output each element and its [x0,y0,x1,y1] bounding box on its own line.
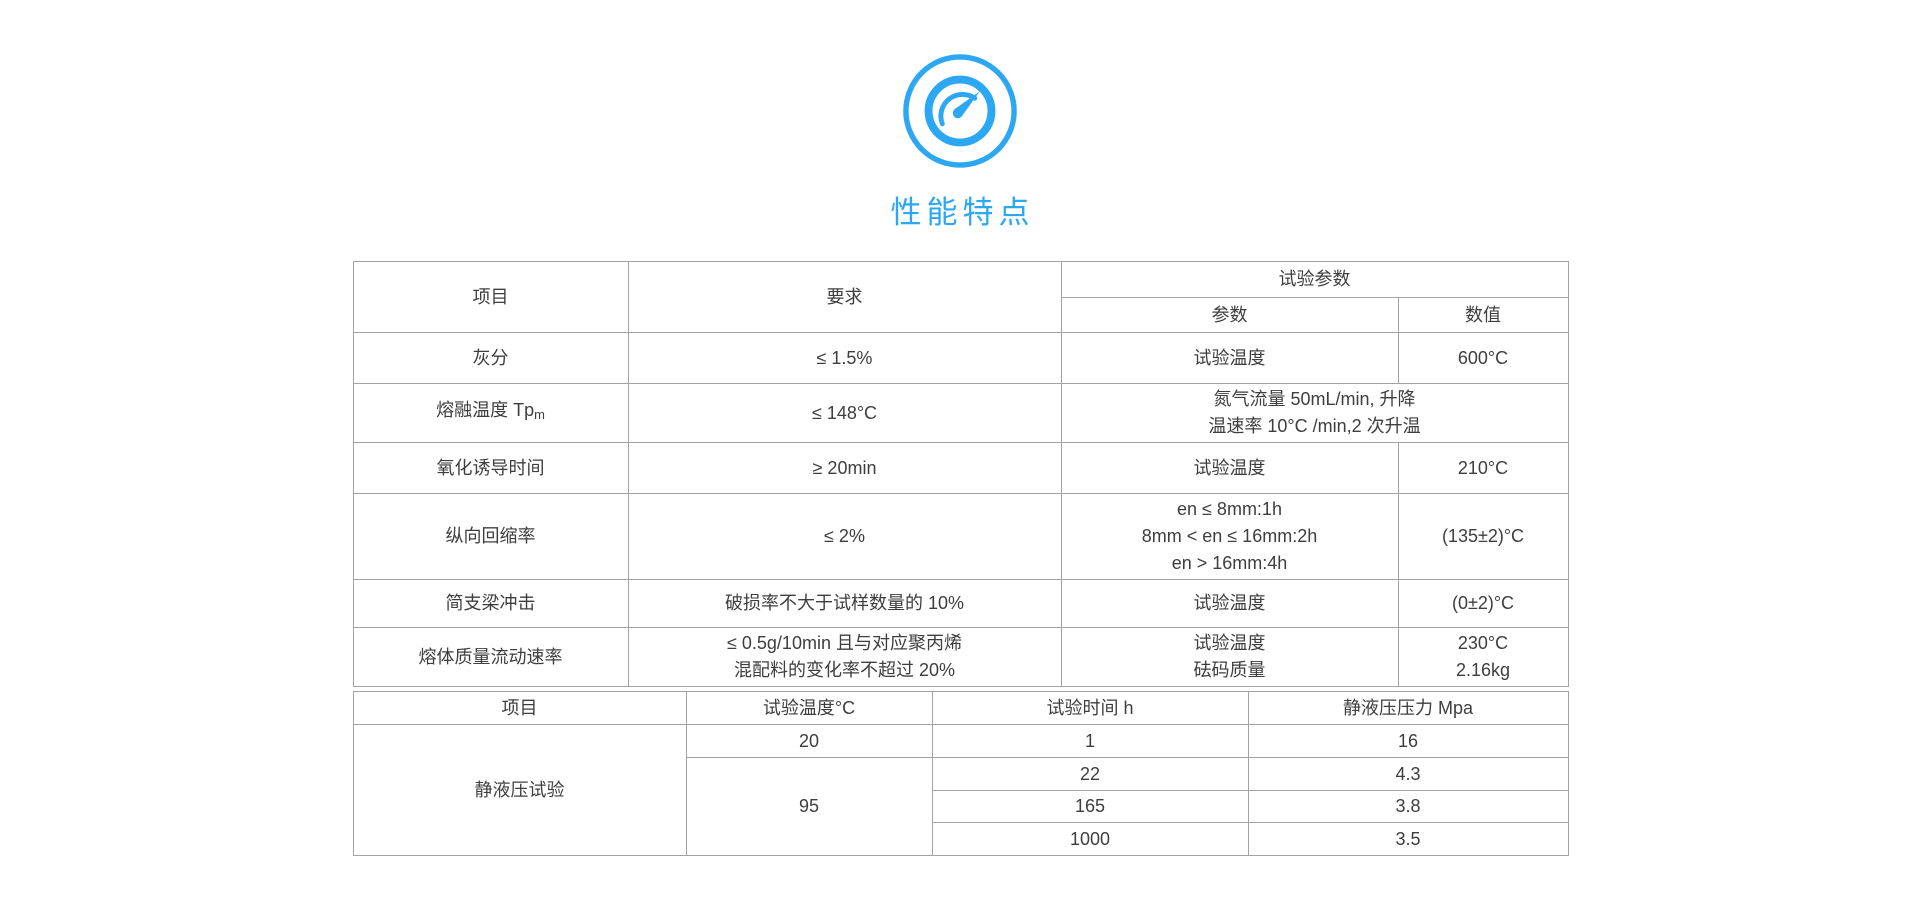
cell-item-subscript: m [534,407,545,423]
table-row: 纵向回缩率 ≤ 2% en ≤ 8mm:1h 8mm < en ≤ 16mm:2… [352,493,1569,580]
cell-line: 混配料的变化率不超过 20% [733,660,956,680]
cell-line: 试验温度 [1193,633,1266,653]
table-row: 灰分 ≤ 1.5% 试验温度 600°C [352,332,1569,384]
cell-requirement: ≤ 148°C [627,383,1062,443]
cell-line: 氮气流量 50mL/min, 升降 [1213,389,1416,409]
cell-item: 氧化诱导时间 [352,442,629,494]
cell-item: 简支梁冲击 [352,579,629,628]
cell-line: 230°C [1457,633,1509,653]
table-row: 熔体质量流动速率 ≤ 0.5g/10min 且与对应聚丙烯 混配料的变化率不超过… [352,627,1569,687]
cell-param: 试验温度 [1060,442,1399,494]
cell-temp: 95 [685,757,933,856]
cell-line: 2.16kg [1455,660,1511,680]
cell-param: 试验温度 [1060,579,1399,628]
hydrostatic-test-table: 项目 试验温度°C 试验时间 h 静液压压力 Mpa 静液压试验 20 1 16… [352,691,1569,856]
cell-item: 静液压试验 [352,724,687,856]
cell-value: 230°C 2.16kg [1397,627,1569,687]
cell-temp: 20 [685,724,933,758]
cell-param: 试验温度 砝码质量 [1060,627,1399,687]
t1-header-test-params: 试验参数 [1060,261,1569,298]
cell-requirement: ≤ 0.5g/10min 且与对应聚丙烯 混配料的变化率不超过 20% [627,627,1062,687]
table-row: 简支梁冲击 破损率不大于试样数量的 10% 试验温度 (0±2)°C [352,579,1569,628]
t2-header-item: 项目 [352,691,687,725]
cell-param-merged: 氮气流量 50mL/min, 升降 温速率 10°C /min,2 次升温 [1060,383,1569,443]
cell-line: en ≤ 8mm:1h [1177,499,1282,519]
t2-header-pressure: 静液压压力 Mpa [1247,691,1569,725]
cell-line: 温速率 10°C /min,2 次升温 [1208,416,1421,436]
t1-header-item: 项目 [352,261,629,333]
cell-line: en > 16mm:4h [1171,553,1288,573]
performance-spec-table: 项目 要求 试验参数 参数 数值 灰分 ≤ 1.5% 试验温度 600°C 熔融… [352,261,1569,687]
cell-requirement: 破损率不大于试样数量的 10% [627,579,1062,628]
cell-line: ≤ 0.5g/10min 且与对应聚丙烯 [727,633,962,653]
cell-value: (135±2)°C [1397,493,1569,580]
cell-time: 22 [931,757,1249,791]
cell-value: 210°C [1397,442,1569,494]
cell-param: 试验温度 [1060,332,1399,384]
cell-time: 1 [931,724,1249,758]
cell-requirement: ≤ 1.5% [627,332,1062,384]
table-row: 95 22 4.3 [353,757,1569,856]
t2-header-temp: 试验温度°C [685,691,933,725]
cell-requirement: ≥ 20min [627,442,1062,494]
t1-header-value: 数值 [1397,297,1569,333]
cell-param: en ≤ 8mm:1h 8mm < en ≤ 16mm:2h en > 16mm… [1060,493,1399,580]
cell-item: 熔体质量流动速率 [352,627,629,687]
cell-pressure: 3.5 [1247,822,1569,856]
cell-pressure: 4.3 [1247,757,1569,791]
t2-header-time: 试验时间 h [931,691,1249,725]
cell-time: 1000 [931,822,1249,856]
cell-pressure: 3.8 [1247,790,1569,823]
content-area: 性能特点 项目 要求 试验参数 参数 数值 灰分 ≤ 1.5 [352,0,1569,856]
cell-line: 砝码质量 [1193,660,1266,680]
cell-time: 165 [931,790,1249,823]
cell-item: 熔融温度 Tpm [352,383,629,443]
section-header: 性能特点 [353,0,1568,232]
table-row: 165 3.8 [353,790,1569,823]
cell-pressure: 16 [1247,724,1569,758]
table-row: 氧化诱导时间 ≥ 20min 试验温度 210°C [352,442,1569,494]
cell-item: 纵向回缩率 [352,493,629,580]
table-row: 熔融温度 Tpm ≤ 148°C 氮气流量 50mL/min, 升降 温速率 1… [352,383,1569,443]
gauge-icon [901,52,1019,170]
cell-item: 灰分 [352,332,629,384]
table-row: 静液压试验 20 1 16 [352,724,1569,856]
t1-header-requirement: 要求 [627,261,1062,333]
table-row: 1000 3.5 [353,822,1569,856]
cell-line: 8mm < en ≤ 16mm:2h [1141,526,1318,546]
cell-item-text: 熔融温度 Tp [436,400,535,421]
page-title: 性能特点 [890,195,1035,230]
t1-header-param: 参数 [1060,297,1399,333]
cell-value: (0±2)°C [1397,579,1569,628]
cell-requirement: ≤ 2% [627,493,1062,580]
cell-value: 600°C [1397,332,1569,384]
